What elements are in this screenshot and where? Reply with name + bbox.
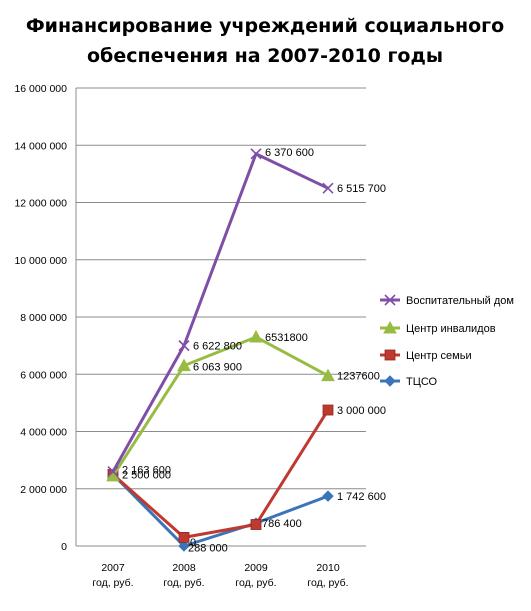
legend-entry: Воспитательный дом [380,294,514,307]
series-marker [107,466,119,478]
x-tick-label: год, руб. [235,577,276,589]
series-line [111,335,329,477]
marker-stroke [384,294,396,306]
series-marker [178,540,190,552]
chart-title-line-2: обеспечения на 2007-2010 годы [87,45,443,67]
y-tick-label: 0 [61,541,67,553]
legend-label: Центр инвалидов [406,323,496,335]
series-marker [249,329,263,343]
data-label: 0 [190,537,196,549]
series-marker [322,490,334,502]
series-marker [384,375,396,387]
y-axis: 0 2 000 000 4 000 000 6 000 000 8 000 000 10 … [14,83,77,553]
series-marker [321,368,335,382]
data-label: 1 742 600 [337,491,386,503]
x-tick-label: 2010 [316,562,340,574]
x-tick-label: 2009 [244,562,268,574]
legend-entry: Центр инвалидов [380,320,496,335]
data-label: 3 000 000 [337,405,386,417]
y-tick-label: 16 000 000 [14,83,67,95]
series-line [111,152,329,473]
data-label: 786 400 [262,518,302,530]
data-label: 2 163 600 [122,465,171,477]
data-label: 1237600 [337,371,380,383]
marker-stroke [178,340,190,352]
data-label: 2 500 000 [122,469,171,481]
x-tick-label: 2008 [172,562,196,574]
data-label: 6 622 800 [193,341,242,353]
chart-title-line-1: Финансирование учреждений социального [26,15,504,37]
series-marker [383,320,397,334]
gridlines [76,87,366,490]
legend-label: Воспитательный дом [406,295,514,307]
data-labels: 2 163 600 6 622 800 6 370 600 6 515 700 6 06… [122,147,386,555]
series-lines [106,148,335,552]
data-label: 6 063 900 [193,362,242,374]
x-tick-label: год, руб. [163,577,204,589]
data-label: 6531800 [265,332,308,344]
series-marker [178,532,190,543]
legend-label: ТЦСО [406,376,438,388]
series-marker [322,182,334,194]
data-label: 6 515 700 [337,183,386,195]
y-tick-label: 2 000 000 [20,484,67,496]
marker-stroke [322,182,334,194]
y-tick-label: 6 000 000 [20,369,67,381]
x-tick-label: год, руб. [307,577,348,589]
data-label: 6 370 600 [265,147,314,159]
legend-entry: Центр семьи [380,349,472,362]
series-marker [178,340,190,352]
x-axis: 2007 год, руб. 2008 год, руб. 2009 год, руб. 2… [76,545,366,589]
series-marker [250,519,262,530]
x-tick-label: год, руб. [92,577,133,589]
series-marker [322,404,334,416]
marker-stroke [250,148,262,160]
series-line [111,473,329,548]
y-tick-label: 10 000 000 [14,255,67,267]
legend-entry: ТЦСО [380,375,438,388]
y-tick-label: 12 000 000 [14,198,67,210]
legend-label: Центр семьи [406,350,472,362]
y-tick-label: 8 000 000 [20,312,67,324]
marker-stroke [107,466,119,478]
x-tick-label: 2007 [101,562,125,574]
series-marker [384,349,396,361]
series-line [112,409,330,539]
legend: Воспитательный дом Центр инвалидов Центр с… [380,294,514,388]
data-label: 288 000 [188,542,228,554]
y-tick-label: 4 000 000 [20,427,67,439]
series-marker [384,294,396,306]
y-tick-label: 14 000 000 [14,140,67,152]
series-marker [250,148,262,160]
series-marker [177,358,191,372]
